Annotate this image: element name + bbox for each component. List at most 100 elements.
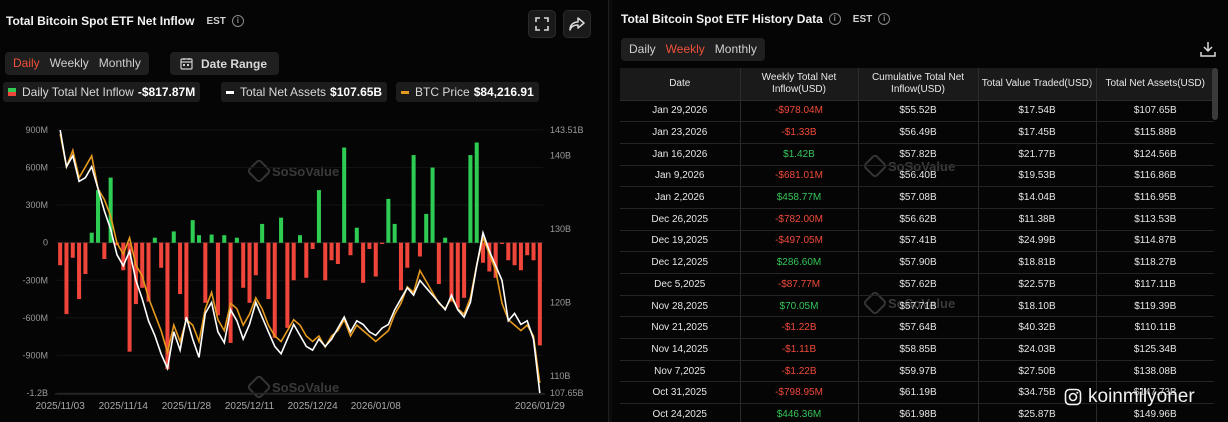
inflow-bar bbox=[70, 242, 75, 258]
inflow-bar bbox=[430, 167, 435, 243]
cell-value-traded: $24.99B bbox=[978, 230, 1097, 253]
legend-assets[interactable]: Total Net Assets $107.65B bbox=[221, 82, 388, 102]
table-row[interactable]: Oct 31,2025 -$798.95M $61.19B $34.75B $147.7… bbox=[620, 381, 1214, 405]
cell-value-traded: $18.10B bbox=[978, 295, 1097, 318]
table-row[interactable]: Dec 12,2025 $286.60M $57.90B $18.81B $118.27… bbox=[620, 251, 1214, 274]
table-row[interactable]: Oct 24,2025 $446.36M $61.98B $25.87B $149.96… bbox=[620, 403, 1214, 422]
cell-net-assets: $124.56B bbox=[1096, 143, 1214, 166]
tab-monthly[interactable]: Monthly bbox=[98, 56, 141, 70]
inflow-bar bbox=[291, 242, 296, 281]
col-cumulative-inflow[interactable]: Cumulative Total Net Inflow(USD) bbox=[858, 68, 979, 101]
col-date[interactable]: Date bbox=[620, 68, 741, 101]
cell-weekly-inflow: -$87.77M bbox=[740, 273, 859, 296]
inflow-bar bbox=[159, 242, 164, 268]
inflow-chart: 900M 600M 300M 0 -300M -600M -900M -1.2B 143.51B… bbox=[22, 125, 583, 412]
inflow-bar bbox=[96, 190, 101, 243]
share-button[interactable] bbox=[563, 10, 591, 38]
tab-weekly[interactable]: Weekly bbox=[665, 42, 705, 56]
table-row[interactable]: Jan 9,2026 -$681.01M $56.40B $19.53B $116.86… bbox=[620, 165, 1214, 188]
table-header-row: Date Weekly Total Net Inflow(USD) Cumula… bbox=[620, 68, 1214, 101]
inflow-bar bbox=[253, 242, 258, 276]
table-row[interactable]: Nov 7,2025 -$1.22B $59.97B $27.50B $138.08B bbox=[620, 360, 1214, 383]
cell-net-assets: $149.96B bbox=[1096, 403, 1214, 422]
inflow-bar bbox=[474, 142, 479, 243]
table-row[interactable]: Jan 23,2026 -$1.33B $56.49B $17.45B $115.88B bbox=[620, 121, 1214, 144]
fullscreen-button[interactable] bbox=[528, 10, 556, 38]
y-left-tick-label: -600M bbox=[22, 313, 48, 323]
history-table: Date Weekly Total Net Inflow(USD) Cumula… bbox=[620, 68, 1214, 422]
table-row[interactable]: Dec 19,2025 -$497.05M $57.41B $24.99B $114.8… bbox=[620, 230, 1214, 253]
tab-monthly[interactable]: Monthly bbox=[714, 42, 757, 56]
inflow-bar bbox=[481, 242, 486, 263]
inflow-bar bbox=[392, 223, 397, 243]
inflow-bar bbox=[525, 242, 530, 256]
inflow-bar bbox=[531, 242, 536, 261]
cell-weekly-inflow: -$978.04M bbox=[740, 100, 859, 123]
info-icon[interactable]: i bbox=[878, 13, 891, 25]
social-handle-overlay: koinmilyoner bbox=[1064, 386, 1195, 408]
cell-net-assets: $107.65B bbox=[1096, 100, 1214, 123]
cell-cumulative: $57.90B bbox=[858, 251, 979, 274]
table-row[interactable]: Dec 5,2025 -$87.77M $57.62B $22.57B $117.11B bbox=[620, 273, 1214, 296]
history-title-row: Total Bitcoin Spot ETF History Data i ES… bbox=[621, 12, 891, 26]
inflow-bar bbox=[222, 235, 227, 243]
cell-value-traded: $17.45B bbox=[978, 121, 1097, 144]
cell-cumulative: $56.62B bbox=[858, 208, 979, 231]
cell-date: Nov 7,2025 bbox=[620, 360, 741, 383]
tab-daily[interactable]: Daily bbox=[629, 42, 656, 56]
col-net-assets[interactable]: Total Net Assets(USD) bbox=[1096, 68, 1214, 101]
calendar-icon bbox=[180, 58, 193, 70]
cell-net-assets: $147.73B bbox=[1096, 381, 1214, 405]
col-weekly-inflow[interactable]: Weekly Total Net Inflow(USD) bbox=[740, 68, 859, 101]
social-handle: koinmilyoner bbox=[1088, 386, 1195, 407]
inflow-bar bbox=[329, 242, 334, 261]
legend-price[interactable]: BTC Price $84,216.91 bbox=[396, 82, 539, 102]
date-range-button[interactable]: Date Range bbox=[170, 52, 279, 75]
inflow-bar bbox=[506, 242, 511, 261]
cell-value-traded: $17.54B bbox=[978, 100, 1097, 123]
table-row[interactable]: Nov 28,2025 $70.05M $57.71B $18.10B $119.39B bbox=[620, 295, 1214, 318]
y-left-tick-label: 300M bbox=[25, 200, 48, 210]
cell-net-assets: $115.88B bbox=[1096, 121, 1214, 144]
cell-weekly-inflow: -$1.22B bbox=[740, 316, 859, 340]
inflow-bar bbox=[266, 242, 271, 300]
history-title: Total Bitcoin Spot ETF History Data bbox=[621, 12, 823, 26]
tab-daily[interactable]: Daily bbox=[13, 56, 40, 70]
inflow-bar bbox=[367, 242, 372, 249]
x-tick-label: 2025/11/03 bbox=[35, 401, 85, 412]
cell-cumulative: $56.49B bbox=[858, 121, 979, 144]
cell-value-traded: $14.04B bbox=[978, 186, 1097, 209]
legend-assets-label: Total Net Assets bbox=[240, 85, 327, 99]
inflow-bar bbox=[462, 242, 467, 298]
col-value-traded[interactable]: Total Value Traded(USD) bbox=[978, 68, 1097, 101]
inflow-bar bbox=[348, 242, 353, 256]
table-row[interactable]: Nov 14,2025 -$1.11B $58.85B $24.03B $125.34B bbox=[620, 338, 1214, 361]
y-left-tick-label: -300M bbox=[22, 275, 48, 285]
tab-weekly[interactable]: Weekly bbox=[49, 56, 89, 70]
table-scrollbar[interactable] bbox=[1212, 68, 1218, 120]
y-left-tick-label: 0 bbox=[43, 238, 48, 248]
info-icon[interactable]: i bbox=[231, 15, 244, 27]
cell-date: Jan 9,2026 bbox=[620, 165, 741, 188]
inflow-bar bbox=[190, 220, 195, 243]
cell-date: Nov 14,2025 bbox=[620, 338, 741, 361]
cell-cumulative: $59.97B bbox=[858, 360, 979, 383]
cell-date: Nov 21,2025 bbox=[620, 316, 741, 340]
cell-date: Jan 16,2026 bbox=[620, 143, 741, 166]
inflow-bar bbox=[323, 242, 328, 281]
table-row[interactable]: Dec 26,2025 -$782.00M $56.62B $11.38B $113.5… bbox=[620, 208, 1214, 231]
legend-inflow-value: -$817.87M bbox=[137, 85, 196, 99]
cell-value-traded: $22.57B bbox=[978, 273, 1097, 296]
table-row[interactable]: Jan 29,2026 -$978.04M $55.52B $17.54B $107.6… bbox=[620, 100, 1214, 123]
x-tick-label: 2025/11/28 bbox=[162, 401, 212, 412]
info-icon[interactable]: i bbox=[828, 13, 841, 25]
table-row[interactable]: Jan 2,2026 $458.77M $57.08B $14.04B $116.95B bbox=[620, 186, 1214, 209]
inflow-bar bbox=[165, 242, 170, 370]
y-left-tick-label: -1.2B bbox=[26, 388, 48, 398]
legend-inflow[interactable]: Daily Total Net Inflow -$817.87M bbox=[3, 82, 201, 102]
table-row[interactable]: Jan 16,2026 $1.42B $57.82B $21.77B $124.56B bbox=[620, 143, 1214, 166]
table-row[interactable]: Nov 21,2025 -$1.22B $57.64B $40.32B $110.11B bbox=[620, 316, 1214, 340]
inflow-bar bbox=[424, 213, 429, 243]
cell-date: Dec 19,2025 bbox=[620, 230, 741, 253]
download-icon[interactable] bbox=[1200, 41, 1216, 57]
